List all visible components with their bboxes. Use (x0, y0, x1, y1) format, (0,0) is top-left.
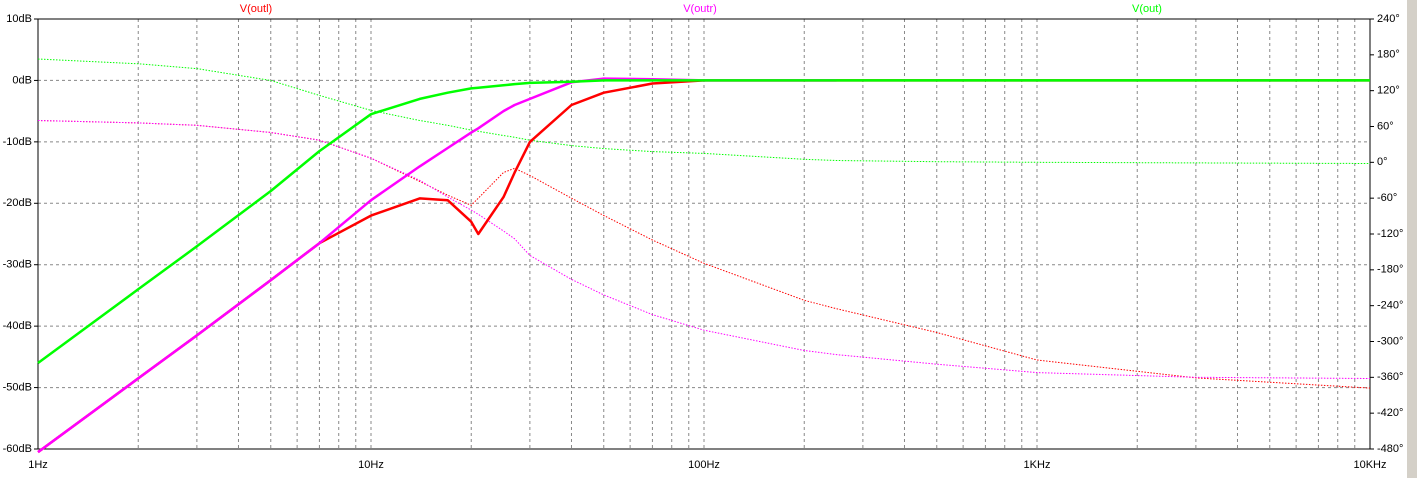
y-tick-label: 10dB (6, 13, 32, 25)
y2-tick-label: -300° (1377, 335, 1403, 347)
y-tick-label: -20dB (3, 197, 32, 209)
y2-tick-label: 120° (1377, 85, 1400, 97)
plot-frame (37, 18, 1371, 450)
magnitude-line (37, 79, 1370, 365)
y2-tick-label: -360° (1377, 371, 1403, 383)
phase-line (37, 58, 1371, 164)
y-tick-label: 0dB (12, 74, 32, 86)
y2-tick-label: 180° (1377, 49, 1400, 61)
x-tick-label: 1KHz (1024, 459, 1051, 471)
y2-tick-label: -60° (1377, 192, 1397, 204)
x-tick-label: 10KHz (1353, 459, 1386, 471)
legend-label: V(outl) (240, 3, 272, 15)
legend-label: V(out) (1132, 3, 1162, 15)
x-tick-label: 100Hz (688, 459, 720, 471)
y2-tick-label: 0° (1377, 156, 1388, 168)
y2-tick-label: 60° (1377, 120, 1394, 132)
y-tick-label: -10dB (3, 136, 32, 148)
y2-tick-label: 240° (1377, 13, 1400, 25)
y2-tick-label: -240° (1377, 300, 1403, 312)
y2-tick-label: -180° (1377, 264, 1403, 276)
x-tick-label: 1Hz (28, 459, 48, 471)
y-tick-label: -50dB (3, 381, 32, 393)
phase-line (37, 120, 1371, 379)
y2-tick-label: -480° (1377, 443, 1403, 455)
x-tick-label: 10Hz (358, 459, 384, 471)
y2-tick-label: -120° (1377, 228, 1403, 240)
y-tick-label: -30dB (3, 259, 32, 271)
y2-tick-label: -420° (1377, 407, 1403, 419)
window-edge (1407, 0, 1417, 478)
y-tick-label: -40dB (3, 320, 32, 332)
phase-line (37, 120, 1371, 389)
y-tick-label: -60dB (3, 443, 32, 455)
legend-label: V(outr) (683, 3, 717, 15)
